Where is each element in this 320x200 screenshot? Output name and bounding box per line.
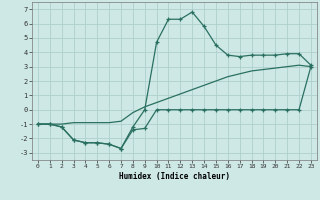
X-axis label: Humidex (Indice chaleur): Humidex (Indice chaleur) [119,172,230,181]
